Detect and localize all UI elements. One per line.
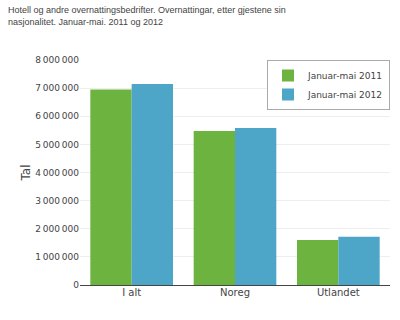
svg-text:0: 0: [73, 280, 79, 290]
svg-text:2 000 000: 2 000 000: [35, 224, 79, 234]
svg-text:3 000 000: 3 000 000: [35, 196, 79, 206]
svg-text:5 000 000: 5 000 000: [35, 140, 79, 150]
svg-text:7 000 000: 7 000 000: [35, 83, 79, 93]
svg-text:Utlandet: Utlandet: [317, 287, 360, 298]
svg-text:4 000 000: 4 000 000: [35, 168, 79, 178]
svg-text:Tal: Tal: [19, 164, 33, 181]
svg-text:Januar-mai 2012: Januar-mai 2012: [307, 90, 382, 100]
svg-text:Januar-mai 2011: Januar-mai 2011: [307, 71, 382, 81]
svg-text:Hotell og andre overnattingsbe: Hotell og andre overnattingsbedrifter. O…: [8, 5, 286, 27]
svg-text:1 000 000: 1 000 000: [35, 252, 79, 262]
svg-text:8 000 000: 8 000 000: [35, 55, 79, 65]
svg-text:I alt: I alt: [122, 287, 141, 298]
svg-text:6 000 000: 6 000 000: [35, 111, 79, 121]
svg-text:Noreg: Noreg: [220, 287, 250, 298]
